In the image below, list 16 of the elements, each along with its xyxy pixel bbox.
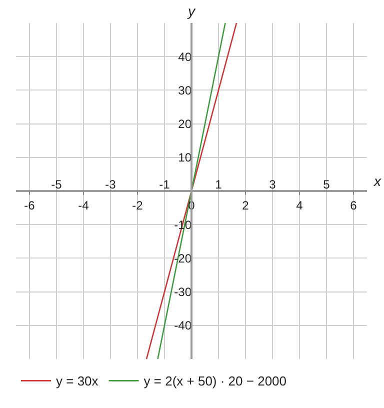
x-tick-label: -2 xyxy=(132,198,144,212)
x-tick-label: -4 xyxy=(78,198,90,212)
x-tick-label: 2 xyxy=(242,198,250,212)
x2-tick-label: 1 xyxy=(215,178,222,192)
x2-tick-label: 3 xyxy=(269,178,276,192)
x-tick-label: 4 xyxy=(296,198,304,212)
x2-tick-label: -1 xyxy=(159,178,170,192)
x2-tick-label: -3 xyxy=(105,178,116,192)
x-axis-title: x xyxy=(373,173,382,189)
legend-label: y = 2(x + 50) · 20 − 2000 xyxy=(144,374,287,389)
x2-tick-label: -5 xyxy=(51,178,62,192)
x2-tick-label: 5 xyxy=(323,178,330,192)
y-axis-title: y xyxy=(187,3,196,19)
x-tick-label: -6 xyxy=(24,198,36,212)
x-tick-label: 6 xyxy=(350,198,358,212)
legend-label: y = 30x xyxy=(56,374,99,389)
